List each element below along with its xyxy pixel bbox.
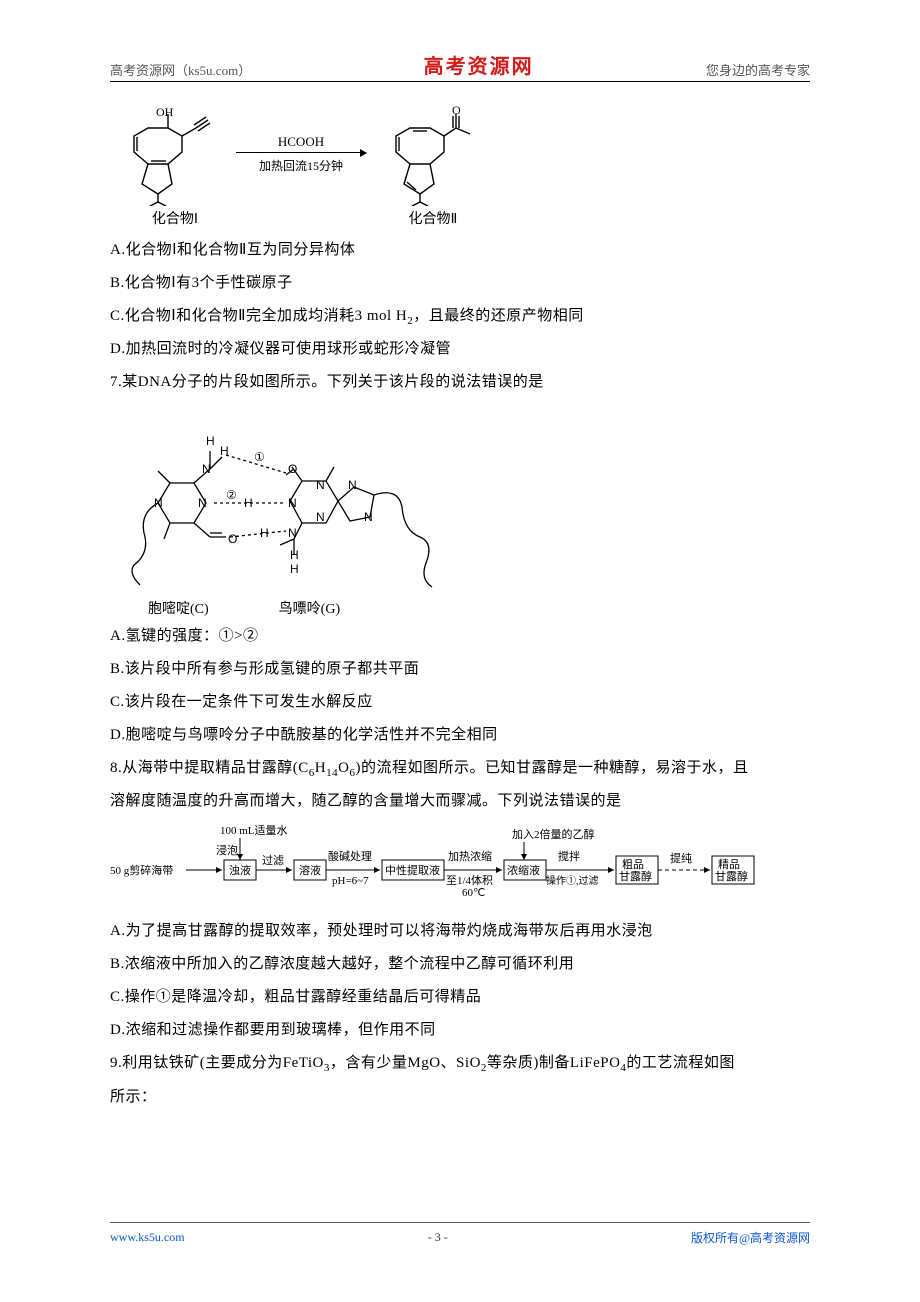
caption-compound-2: 化合物Ⅱ <box>368 208 498 228</box>
q8-option-c: C.操作①是降温冷却，粗品甘露醇经重结晶后可得精品 <box>110 981 810 1014</box>
svg-text:浓缩液: 浓缩液 <box>507 863 540 877</box>
svg-text:加热浓缩: 加热浓缩 <box>448 850 492 863</box>
q6-option-c: C.化合物Ⅰ和化合物Ⅱ完全加成均消耗3 mol H2，且最终的还原产物相同 <box>110 300 810 333</box>
svg-text:加入2倍量的乙醇: 加入2倍量的乙醇 <box>512 827 595 841</box>
header-right: 您身边的高考专家 <box>706 60 810 79</box>
page-content: OH HCOOH 加热回流15分钟 <box>110 100 810 1114</box>
compound-2-structure: O <box>372 106 492 206</box>
svg-text:N: N <box>198 496 207 510</box>
svg-text:H: H <box>260 526 269 540</box>
svg-text:②: ② <box>226 488 237 502</box>
svg-text:搅拌: 搅拌 <box>558 849 580 863</box>
dna-svg: H H N ① O N ② H N O H N H H N N N N N <box>110 403 440 593</box>
svg-text:N: N <box>316 478 325 492</box>
reagent-bottom: 加热回流15分钟 <box>236 157 366 174</box>
svg-text:60℃: 60℃ <box>462 887 485 899</box>
footer-left: www.ks5u.com <box>110 1230 185 1245</box>
page-header: 高考资源网（ks5u.com） 高考资源网 您身边的高考专家 <box>110 52 810 82</box>
header-left: 高考资源网（ks5u.com） <box>110 60 251 79</box>
svg-text:pH=6~7: pH=6~7 <box>332 875 369 887</box>
q7-option-c: C.该片段在一定条件下可发生水解反应 <box>110 686 810 719</box>
page-footer: www.ks5u.com - 3 - 版权所有@高考资源网 <box>110 1222 810 1246</box>
q7-stem: 7.某DNA分子的片段如图所示。下列关于该片段的说法错误的是 <box>110 366 810 399</box>
svg-text:溶液: 溶液 <box>299 863 321 877</box>
reaction-arrow: HCOOH 加热回流15分钟 <box>236 134 366 174</box>
reaction-figure: OH HCOOH 加热回流15分钟 <box>110 106 810 228</box>
q6-option-d: D.加热回流时的冷凝仪器可使用球形或蛇形冷凝管 <box>110 333 810 366</box>
svg-text:过滤: 过滤 <box>262 854 284 867</box>
q8-stem-line2: 溶解度随温度的升高而增大，随乙醇的含量增大而骤减。下列说法错误的是 <box>110 785 810 818</box>
cap-cytosine: 胞嘧啶(C) <box>148 598 209 618</box>
oh-label: OH <box>156 106 174 119</box>
svg-text:H: H <box>244 496 253 510</box>
flowchart: 100 mL适量水 浸泡 50 g剪碎海带 浊液 过滤 溶液 <box>110 824 810 911</box>
q6-option-a: A.化合物Ⅰ和化合物Ⅱ互为同分异构体 <box>110 234 810 267</box>
caption-compound-1: 化合物Ⅰ <box>110 208 240 228</box>
footer-right: 版权所有@高考资源网 <box>691 1229 810 1246</box>
svg-text:O: O <box>228 532 237 546</box>
q9-stem-line1: 9.利用钛铁矿(主要成分为FeTiO3，含有少量MgO、SiO2等杂质)制备Li… <box>110 1047 810 1080</box>
q7-option-b: B.该片段中所有参与形成氢键的原子都共平面 <box>110 653 810 686</box>
svg-text:N: N <box>154 496 163 510</box>
svg-text:操作①,过滤: 操作①,过滤 <box>546 874 599 887</box>
cap-guanine: 鸟嘌呤(G) <box>279 598 340 618</box>
svg-text:精品: 精品 <box>718 858 740 871</box>
svg-text:中性提取液: 中性提取液 <box>385 863 440 877</box>
svg-text:50 g剪碎海带: 50 g剪碎海带 <box>110 863 173 877</box>
q9-stem-line2: 所示： <box>110 1081 810 1114</box>
svg-text:N: N <box>316 510 325 524</box>
svg-text:N: N <box>348 478 357 492</box>
svg-text:N: N <box>288 496 297 510</box>
footer-page-number: - 3 - <box>428 1230 448 1245</box>
svg-text:H: H <box>220 444 229 458</box>
q8-stem-line1: 8.从海带中提取精品甘露醇(C6H14O6)的流程如图所示。已知甘露醇是一种糖醇… <box>110 752 810 785</box>
svg-text:100 mL适量水: 100 mL适量水 <box>220 824 288 837</box>
svg-text:粗品: 粗品 <box>622 858 644 871</box>
svg-text:N: N <box>202 462 211 476</box>
svg-text:N: N <box>364 510 373 524</box>
svg-text:浊液: 浊液 <box>229 863 251 877</box>
compound-1-structure: OH <box>110 106 230 206</box>
svg-text:至1/4体积: 至1/4体积 <box>446 873 493 887</box>
svg-text:①: ① <box>254 450 265 464</box>
svg-text:N: N <box>288 526 297 540</box>
svg-text:H: H <box>290 562 299 576</box>
q6-option-b: B.化合物Ⅰ有3个手性碳原子 <box>110 267 810 300</box>
header-brand: 高考资源网 <box>424 50 534 79</box>
q8-option-b: B.浓缩液中所加入的乙醇浓度越大越好，整个流程中乙醇可循环利用 <box>110 948 810 981</box>
q7-option-a: A.氢键的强度：①>② <box>110 620 810 653</box>
q7-option-d: D.胞嘧啶与鸟嘌呤分子中酰胺基的化学活性并不完全相同 <box>110 719 810 752</box>
svg-text:H: H <box>290 548 299 562</box>
svg-text:O: O <box>288 462 297 476</box>
svg-text:提纯: 提纯 <box>670 852 692 865</box>
flowchart-svg: 100 mL适量水 浸泡 50 g剪碎海带 浊液 过滤 溶液 <box>110 824 810 906</box>
svg-text:甘露醇: 甘露醇 <box>715 869 748 883</box>
dna-figure: H H N ① O N ② H N O H N H H N N N N N <box>110 403 810 618</box>
reagent-top: HCOOH <box>236 134 366 150</box>
svg-text:浸泡: 浸泡 <box>216 843 238 857</box>
svg-text:H: H <box>206 434 215 448</box>
svg-text:甘露醇: 甘露醇 <box>619 869 652 883</box>
svg-text:酸碱处理: 酸碱处理 <box>328 849 372 863</box>
o-label: O <box>452 106 461 117</box>
q8-option-d: D.浓缩和过滤操作都要用到玻璃棒，但作用不同 <box>110 1014 810 1047</box>
q8-option-a: A.为了提高甘露醇的提取效率，预处理时可以将海带灼烧成海带灰后再用水浸泡 <box>110 915 810 948</box>
